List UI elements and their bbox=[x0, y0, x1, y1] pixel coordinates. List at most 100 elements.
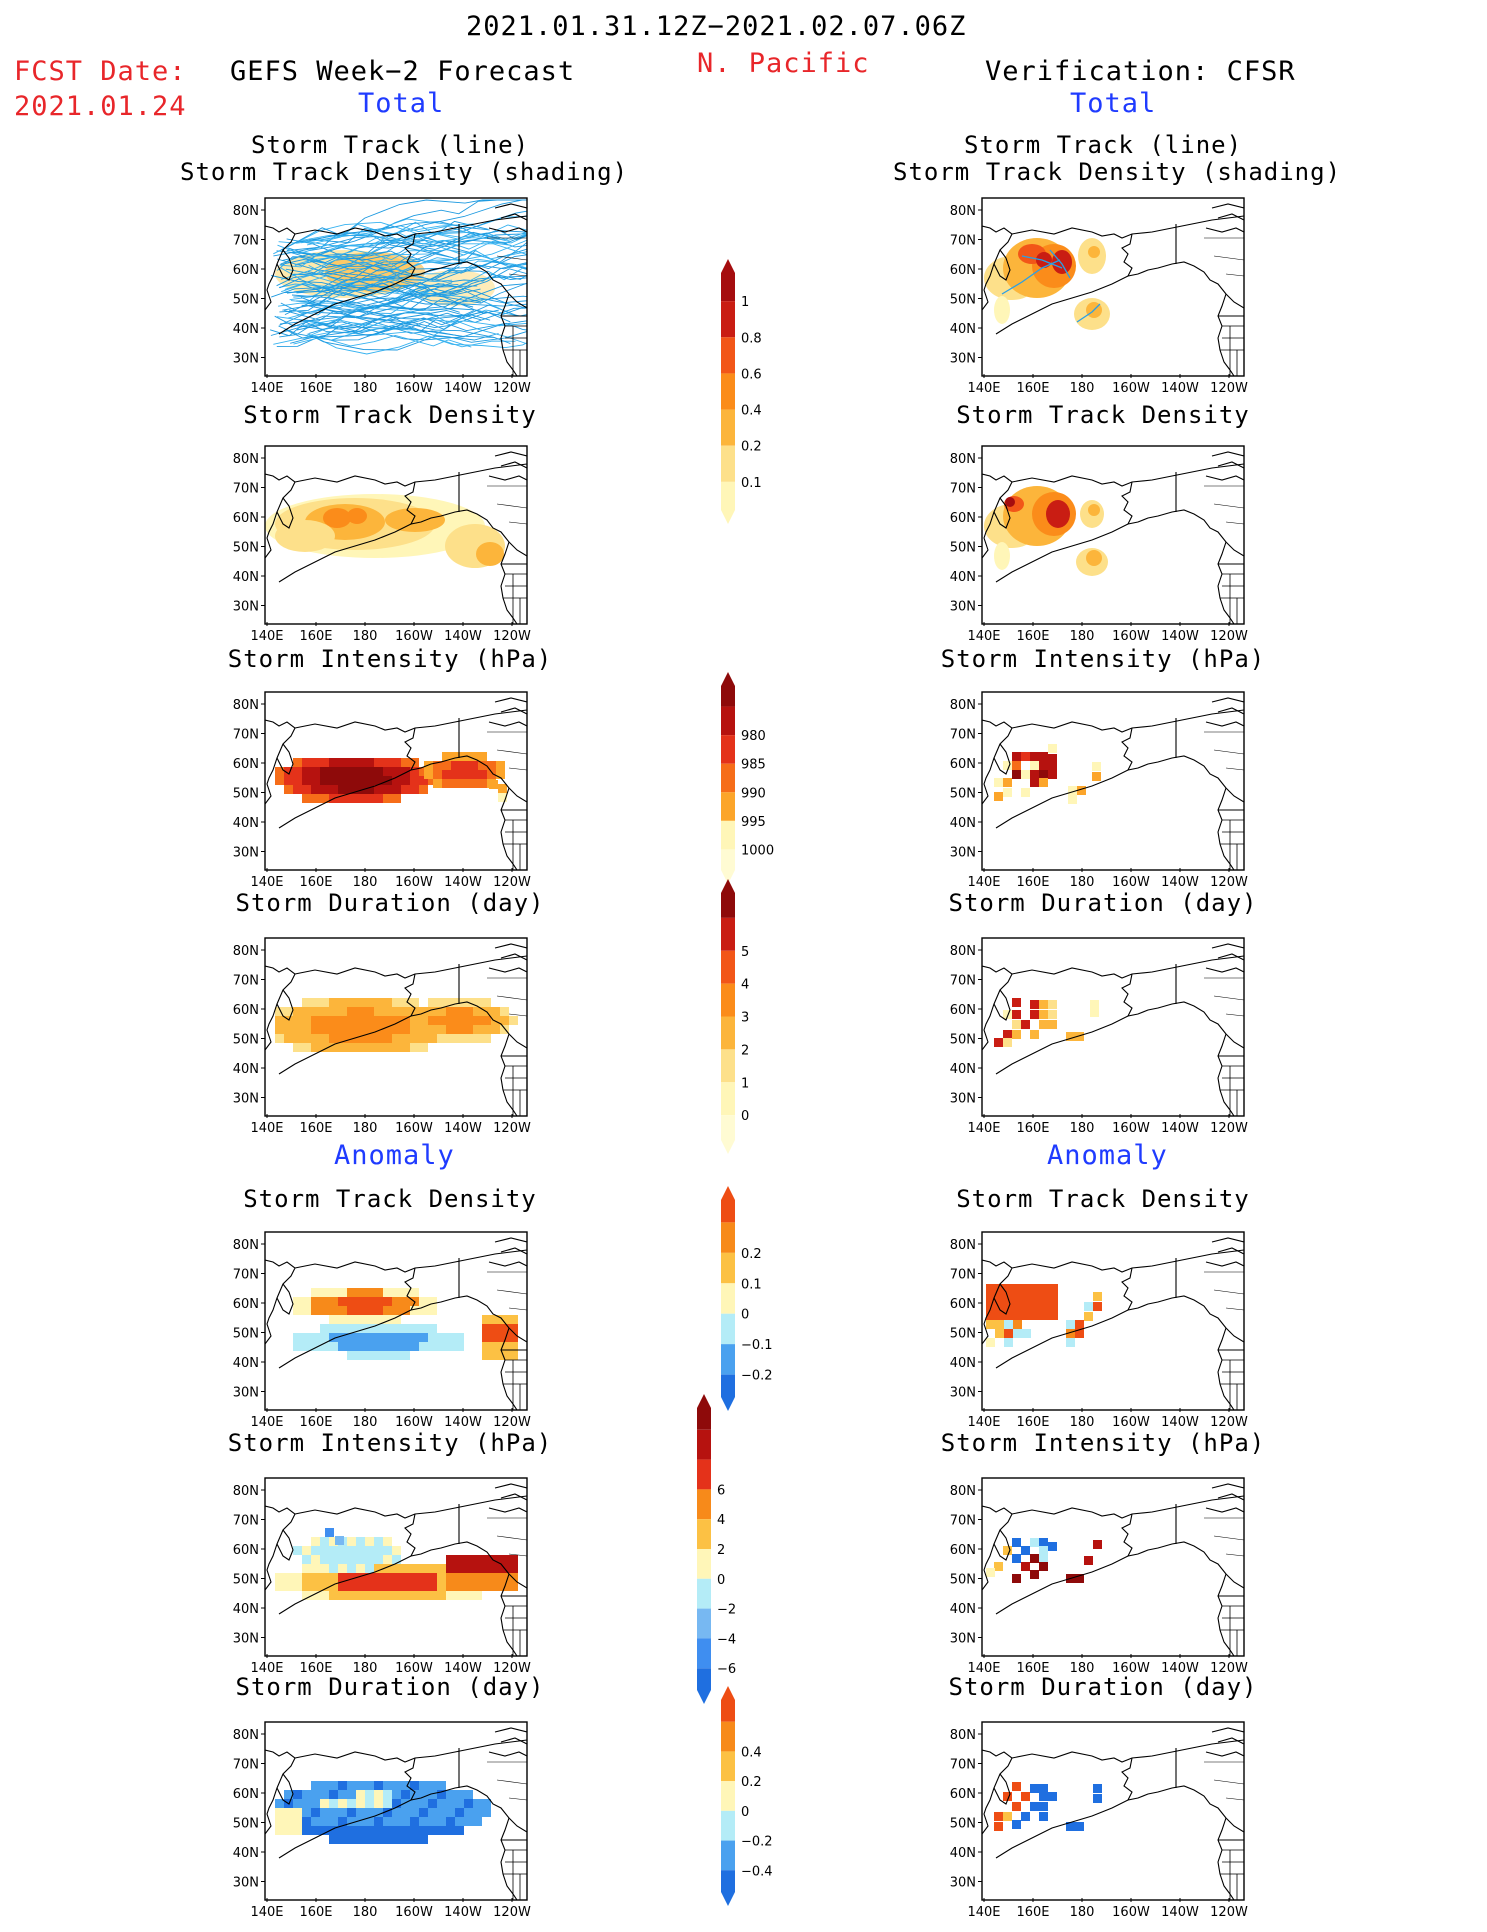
vf-intensity-map: 140E 160E 180 160W 140W 120W 80N 70N 60N 50N 40N 30… bbox=[950, 691, 1248, 890]
lat-label: 40N bbox=[233, 816, 259, 831]
lat-label: 50N bbox=[950, 1817, 976, 1832]
lon-label: 140E bbox=[250, 381, 283, 396]
colorbar-label: −2 bbox=[717, 1603, 736, 1618]
colorbar-label: 0.2 bbox=[741, 440, 762, 455]
lat-label: 70N bbox=[233, 1514, 259, 1529]
vf-anom-intensity-title: Storm Intensity (hPa) bbox=[940, 1429, 1266, 1457]
lon-label: 140E bbox=[250, 1415, 283, 1430]
lon-label: 160E bbox=[299, 1905, 332, 1920]
lon-label: 140E bbox=[250, 1661, 283, 1676]
colorbar-label: 0 bbox=[741, 1109, 749, 1124]
vf-track-title-2: Storm Track Density (shading) bbox=[893, 158, 1342, 186]
lat-label: 30N bbox=[233, 1876, 259, 1891]
lat-label: 60N bbox=[950, 757, 976, 772]
lon-label: 180 bbox=[1070, 1661, 1095, 1676]
colorbar-label: 1000 bbox=[741, 843, 774, 858]
lon-label: 160E bbox=[299, 1661, 332, 1676]
lon-label: 160E bbox=[299, 381, 332, 396]
lon-label: 180 bbox=[1070, 629, 1095, 644]
lon-label: 180 bbox=[1070, 1905, 1095, 1920]
lat-label: 50N bbox=[233, 1033, 259, 1048]
lat-label: 70N bbox=[950, 1514, 976, 1529]
lon-label: 140W bbox=[444, 1415, 482, 1430]
lat-label: 80N bbox=[950, 452, 976, 467]
lon-label: 120W bbox=[1210, 1905, 1248, 1920]
lon-label: 160W bbox=[395, 1661, 433, 1676]
lon-label: 120W bbox=[493, 1905, 531, 1920]
lon-label: 180 bbox=[353, 875, 378, 890]
lon-label: 120W bbox=[1210, 1121, 1248, 1136]
colorbar-label: 5 bbox=[741, 945, 749, 960]
vf-anom-intensity-map: 140E 160E 180 160W 140W 120W 80N 70N 60N 50N 40N 30… bbox=[950, 1477, 1248, 1676]
colorbar-label: 995 bbox=[741, 815, 766, 830]
lat-label: 40N bbox=[950, 1846, 976, 1861]
lat-label: 70N bbox=[950, 974, 976, 989]
vf-density-map: 140E 160E 180 160W 140W 120W 80N 70N 60N 50N 40N 30… bbox=[950, 445, 1248, 644]
lat-label: 40N bbox=[950, 1062, 976, 1077]
lat-label: 80N bbox=[233, 1238, 259, 1253]
lat-label: 60N bbox=[233, 1543, 259, 1558]
lat-label: 50N bbox=[233, 1327, 259, 1342]
lat-label: 30N bbox=[950, 352, 976, 367]
lon-label: 160W bbox=[395, 1905, 433, 1920]
colorbar-label: 985 bbox=[741, 758, 766, 773]
lat-label: 50N bbox=[950, 541, 976, 556]
lat-label: 70N bbox=[950, 482, 976, 497]
colorbar-label: 0.2 bbox=[741, 1247, 762, 1262]
lon-label: 120W bbox=[493, 629, 531, 644]
lon-label: 140E bbox=[250, 875, 283, 890]
colorbar-label: 6 bbox=[717, 1483, 725, 1498]
lat-label: 70N bbox=[233, 974, 259, 989]
lon-label: 140E bbox=[967, 875, 1000, 890]
lat-label: 60N bbox=[950, 1297, 976, 1312]
lat-label: 50N bbox=[233, 1817, 259, 1832]
colorbar-label: −4 bbox=[717, 1632, 736, 1647]
colorbar-label: 2 bbox=[717, 1543, 725, 1558]
lat-label: 50N bbox=[950, 293, 976, 308]
lat-label: 50N bbox=[950, 1573, 976, 1588]
lon-label: 140W bbox=[1161, 629, 1199, 644]
lon-label: 160W bbox=[1112, 1905, 1150, 1920]
lon-label: 140W bbox=[444, 1905, 482, 1920]
lat-label: 70N bbox=[233, 728, 259, 743]
lon-label: 160E bbox=[1016, 381, 1049, 396]
lat-label: 50N bbox=[950, 1327, 976, 1342]
lat-label: 60N bbox=[950, 263, 976, 278]
lon-label: 180 bbox=[1070, 875, 1095, 890]
vf-duration-title: Storm Duration (day) bbox=[948, 889, 1258, 917]
lon-label: 140W bbox=[444, 875, 482, 890]
lon-label: 120W bbox=[1210, 629, 1248, 644]
lon-label: 140E bbox=[967, 381, 1000, 396]
density-colorbar: 0.1 0.2 0.4 0.6 0.8 1 bbox=[721, 259, 762, 524]
lon-label: 160W bbox=[1112, 1415, 1150, 1430]
colorbar-label: 1 bbox=[741, 295, 749, 310]
lat-label: 30N bbox=[950, 1632, 976, 1647]
lon-label: 160W bbox=[1112, 381, 1150, 396]
lat-label: 50N bbox=[233, 1573, 259, 1588]
lat-label: 70N bbox=[950, 234, 976, 249]
fc-intensity-map: 140E 160E 180 160W 140W 120W 80N 70N 60N 50N 40N 30… bbox=[233, 691, 531, 890]
lat-label: 60N bbox=[233, 511, 259, 526]
anom-density-colorbar: −0.2 −0.1 0 0.1 0.2 bbox=[721, 1186, 773, 1411]
lon-label: 120W bbox=[493, 1121, 531, 1136]
date-range-title: 2021.01.31.12Z−2021.02.07.06Z bbox=[466, 11, 967, 42]
lat-label: 50N bbox=[233, 293, 259, 308]
lon-label: 180 bbox=[353, 1415, 378, 1430]
lat-label: 70N bbox=[233, 234, 259, 249]
lat-label: 40N bbox=[233, 1602, 259, 1617]
colorbar-label: −0.4 bbox=[741, 1864, 773, 1879]
colorbar-label: 980 bbox=[741, 729, 766, 744]
lat-label: 30N bbox=[233, 352, 259, 367]
lat-label: 30N bbox=[950, 600, 976, 615]
lon-label: 160E bbox=[299, 1121, 332, 1136]
lat-label: 60N bbox=[233, 1787, 259, 1802]
lon-label: 180 bbox=[353, 1661, 378, 1676]
lat-label: 50N bbox=[233, 541, 259, 556]
fc-anom-duration-title: Storm Duration (day) bbox=[235, 1673, 545, 1701]
lat-label: 70N bbox=[233, 482, 259, 497]
colorbar-label: −6 bbox=[717, 1662, 736, 1677]
lat-label: 30N bbox=[950, 1876, 976, 1891]
lat-label: 70N bbox=[950, 1758, 976, 1773]
lat-label: 80N bbox=[233, 944, 259, 959]
lat-label: 40N bbox=[233, 1356, 259, 1371]
